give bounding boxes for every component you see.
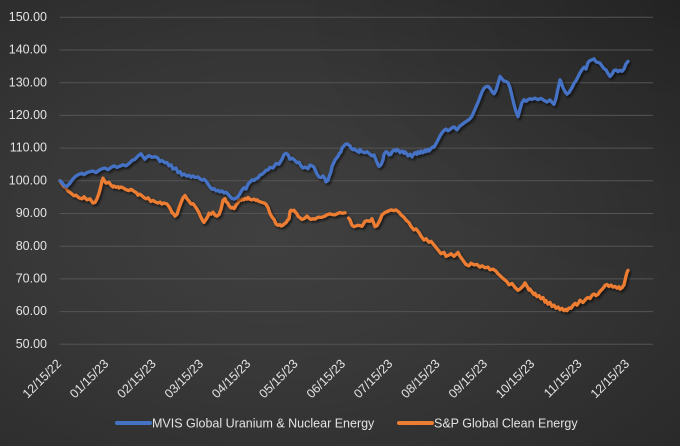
- svg-text:08/15/23: 08/15/23: [398, 357, 442, 401]
- svg-text:140.00: 140.00: [9, 43, 47, 57]
- svg-text:01/15/23: 01/15/23: [67, 357, 111, 401]
- svg-text:02/15/23: 02/15/23: [115, 357, 159, 401]
- svg-text:09/15/23: 09/15/23: [446, 357, 490, 401]
- svg-text:MVIS Global Uranium & Nuclear: MVIS Global Uranium & Nuclear Energy: [152, 417, 375, 431]
- svg-text:10/15/23: 10/15/23: [493, 357, 537, 401]
- svg-text:130.00: 130.00: [9, 75, 47, 89]
- svg-text:150.00: 150.00: [9, 10, 47, 24]
- svg-text:04/15/23: 04/15/23: [209, 357, 253, 401]
- svg-text:11/15/23: 11/15/23: [541, 357, 585, 401]
- svg-text:80.00: 80.00: [16, 239, 47, 253]
- svg-text:90.00: 90.00: [16, 206, 47, 220]
- svg-text:110.00: 110.00: [10, 141, 47, 155]
- svg-text:03/15/23: 03/15/23: [162, 357, 206, 401]
- svg-text:06/15/23: 06/15/23: [304, 357, 348, 401]
- svg-text:12/15/23: 12/15/23: [588, 357, 632, 401]
- svg-text:50.00: 50.00: [16, 337, 47, 351]
- svg-text:05/15/23: 05/15/23: [256, 357, 300, 401]
- svg-text:S&P Global Clean Energy: S&P Global Clean Energy: [434, 417, 578, 431]
- svg-text:60.00: 60.00: [16, 304, 47, 318]
- svg-text:12/15/22: 12/15/22: [20, 357, 64, 401]
- svg-text:07/15/23: 07/15/23: [351, 357, 395, 401]
- svg-text:100.00: 100.00: [9, 173, 47, 187]
- svg-text:70.00: 70.00: [16, 272, 47, 286]
- svg-text:120.00: 120.00: [9, 108, 47, 122]
